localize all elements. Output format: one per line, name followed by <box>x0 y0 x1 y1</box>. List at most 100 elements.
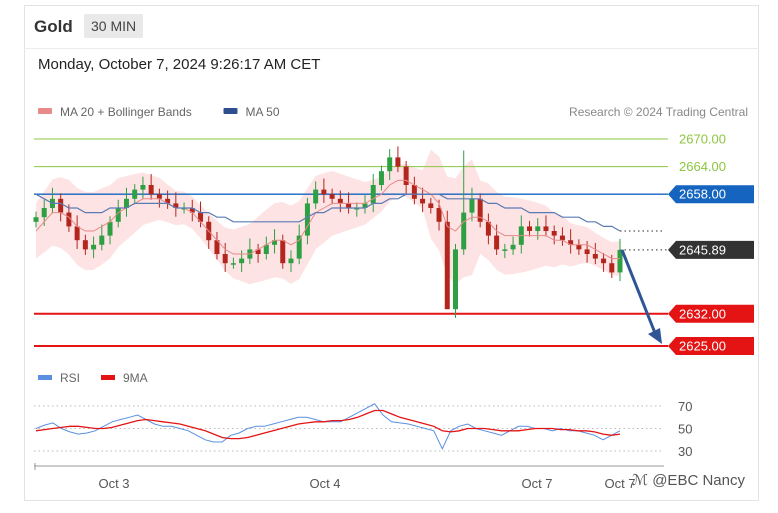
candle-body-37 <box>337 198 343 204</box>
candle-body-3 <box>58 198 64 213</box>
candle-body-15 <box>156 194 162 199</box>
level-label-5: 2625.00 <box>679 339 726 354</box>
ma-lines <box>35 179 662 344</box>
candle-body-53 <box>469 198 475 213</box>
candle-body-30 <box>280 240 286 264</box>
candle-body-51 <box>452 249 458 310</box>
candle-body-67 <box>584 249 590 254</box>
level-tag-2 <box>668 185 754 204</box>
rsi-legend-label-1: 9MA <box>123 371 148 385</box>
candle-body-45 <box>403 166 409 185</box>
candle-body-10 <box>115 208 121 222</box>
candle-body-48 <box>428 203 434 208</box>
x-tick-label-2: Oct 7 <box>521 476 552 491</box>
level-tag-4 <box>668 304 754 323</box>
candle-body-58 <box>510 244 516 250</box>
candle-body-66 <box>576 244 582 250</box>
timeframe-badge[interactable]: 30 MIN <box>84 14 144 38</box>
legend-label-1: MA 50 <box>246 105 280 119</box>
candle-body-68 <box>592 254 598 259</box>
candle-body-62 <box>543 226 549 231</box>
chart-card <box>24 5 759 501</box>
candle-body-50 <box>444 221 450 310</box>
level-label-3: 2645.89 <box>679 242 726 257</box>
ma50-line <box>35 193 621 232</box>
levels <box>34 138 668 347</box>
rsi-legend-swatch-1 <box>101 375 115 380</box>
x-tick-label-0: Oct 3 <box>98 476 129 491</box>
legend-swatch-0 <box>38 108 52 114</box>
x-axis: Oct 3 Oct 4 Oct 7 Oct 7 <box>34 463 664 491</box>
candle-body-5 <box>74 226 80 241</box>
rsi-tick-2: 30 <box>678 444 692 459</box>
bollinger-band-fill <box>36 149 620 285</box>
candle-body-47 <box>420 198 426 204</box>
level-label-2: 2658.00 <box>679 187 726 202</box>
candle-body-36 <box>329 194 335 199</box>
candle-body-16 <box>165 198 171 204</box>
candle-body-60 <box>527 226 533 231</box>
candle-body-70 <box>609 263 615 273</box>
level-label-0: 2670.00 <box>679 132 726 147</box>
candle-body-12 <box>132 189 138 199</box>
forecast-arrow-head <box>648 328 662 344</box>
candle-body-28 <box>263 244 269 254</box>
candle-body-11 <box>123 198 129 208</box>
candle-body-19 <box>189 208 195 213</box>
watermark: ℳ @EBC Nancy <box>632 472 745 489</box>
candle-body-6 <box>82 240 88 250</box>
legend-swatch-1 <box>223 108 238 114</box>
forecast-arrow-shaft <box>620 249 657 334</box>
candle-body-27 <box>255 249 261 254</box>
candle-body-24 <box>230 263 236 265</box>
candle-body-49 <box>436 208 442 222</box>
candle-body-1 <box>41 208 47 218</box>
candle-body-56 <box>494 235 500 250</box>
candle-body-0 <box>33 217 39 222</box>
candle-body-8 <box>99 235 105 245</box>
candle-body-43 <box>387 157 393 172</box>
candle-body-64 <box>559 235 565 241</box>
copyright-text: Research © 2024 Trading Central <box>569 105 748 119</box>
level-tag-3 <box>668 240 754 259</box>
timestamp: Monday, October 7, 2024 9:26:17 AM CET <box>38 56 321 73</box>
candle-body-32 <box>296 235 302 259</box>
level-tag-5 <box>668 337 754 355</box>
candle-body-41 <box>370 185 376 204</box>
level-label-4: 2632.00 <box>679 306 726 321</box>
candle-body-31 <box>288 258 294 264</box>
rsi-series-0 <box>35 403 621 450</box>
candle-body-38 <box>346 203 352 208</box>
candle-body-46 <box>411 185 417 199</box>
candle-body-7 <box>91 244 97 250</box>
candle-body-29 <box>272 240 278 245</box>
level-tags: 2670.00 2664.00 2658.00 2645.89 2632.00 2625.… <box>668 132 754 355</box>
x-tick-label-1: Oct 4 <box>309 476 340 491</box>
instrument-title: Gold <box>34 17 73 36</box>
candle-body-57 <box>502 249 508 251</box>
rsi-panel: RSI 9MA 70 50 30 <box>34 371 692 459</box>
candle-body-22 <box>214 240 220 254</box>
candle-body-39 <box>354 208 360 210</box>
candle-body-35 <box>321 189 327 195</box>
candle-body-20 <box>198 212 204 222</box>
candle-body-55 <box>485 221 491 236</box>
candle-body-4 <box>66 212 72 227</box>
candle-body-25 <box>239 258 245 264</box>
rsi-tick-0: 70 <box>678 399 692 414</box>
candle-body-69 <box>601 258 607 264</box>
rsi-series-1 <box>35 409 621 440</box>
candle-body-63 <box>551 231 557 236</box>
candle-body-14 <box>148 185 154 195</box>
rsi-tick-1: 50 <box>678 422 692 437</box>
candle-body-71 <box>617 249 623 273</box>
legend-label-0: MA 20 + Bollinger Bands <box>60 105 192 119</box>
candle-body-40 <box>362 203 368 208</box>
candle-body-54 <box>477 198 483 222</box>
candle-body-17 <box>173 203 179 208</box>
candle-body-65 <box>568 240 574 245</box>
rsi-legend-swatch-0 <box>38 375 52 380</box>
chart-header: Gold 30 MIN <box>24 5 759 49</box>
candle-body-33 <box>304 203 310 236</box>
